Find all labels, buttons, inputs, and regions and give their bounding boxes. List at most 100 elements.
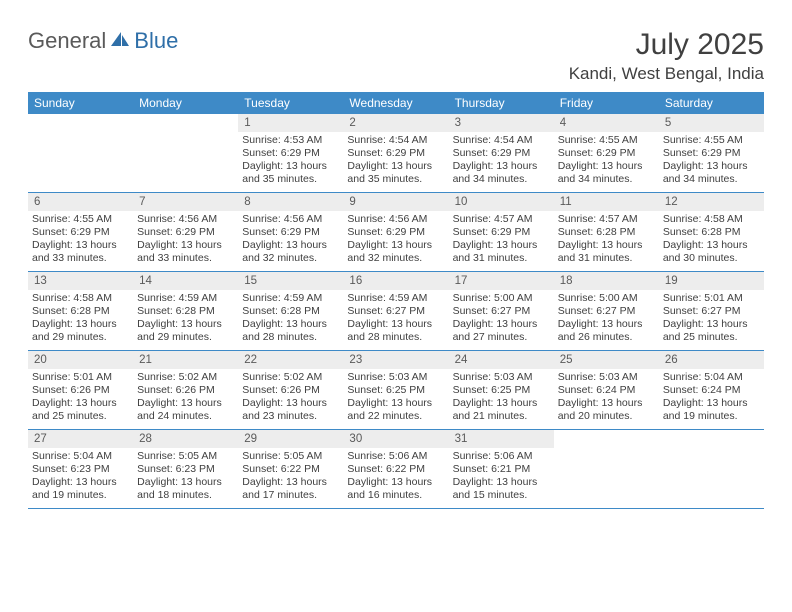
day-cell: 15Sunrise: 4:59 AMSunset: 6:28 PMDayligh… bbox=[238, 272, 343, 350]
week-row: 20Sunrise: 5:01 AMSunset: 6:26 PMDayligh… bbox=[28, 351, 764, 430]
day-header-friday: Friday bbox=[554, 92, 659, 114]
daylight-line: Daylight: 13 hours and 27 minutes. bbox=[453, 318, 550, 344]
day-body: Sunrise: 4:58 AMSunset: 6:28 PMDaylight:… bbox=[659, 211, 764, 270]
day-body: Sunrise: 5:04 AMSunset: 6:24 PMDaylight:… bbox=[659, 369, 764, 428]
daylight-line: Daylight: 13 hours and 16 minutes. bbox=[347, 476, 444, 502]
day-number: 9 bbox=[343, 193, 448, 211]
day-cell: 2Sunrise: 4:54 AMSunset: 6:29 PMDaylight… bbox=[343, 114, 448, 192]
day-number: 13 bbox=[28, 272, 133, 290]
sunrise-line: Sunrise: 5:03 AM bbox=[453, 371, 550, 384]
day-number: 10 bbox=[449, 193, 554, 211]
weeks-container: 1Sunrise: 4:53 AMSunset: 6:29 PMDaylight… bbox=[28, 114, 764, 509]
sunset-line: Sunset: 6:28 PM bbox=[242, 305, 339, 318]
sunrise-line: Sunrise: 5:00 AM bbox=[453, 292, 550, 305]
day-number: 15 bbox=[238, 272, 343, 290]
day-body: Sunrise: 5:01 AMSunset: 6:26 PMDaylight:… bbox=[28, 369, 133, 428]
day-number: 5 bbox=[659, 114, 764, 132]
day-body: Sunrise: 4:59 AMSunset: 6:28 PMDaylight:… bbox=[238, 290, 343, 349]
sunrise-line: Sunrise: 4:56 AM bbox=[137, 213, 234, 226]
daylight-line: Daylight: 13 hours and 26 minutes. bbox=[558, 318, 655, 344]
sunset-line: Sunset: 6:23 PM bbox=[32, 463, 129, 476]
sunrise-line: Sunrise: 4:58 AM bbox=[32, 292, 129, 305]
day-cell: 25Sunrise: 5:03 AMSunset: 6:24 PMDayligh… bbox=[554, 351, 659, 429]
sunset-line: Sunset: 6:29 PM bbox=[663, 147, 760, 160]
daylight-line: Daylight: 13 hours and 24 minutes. bbox=[137, 397, 234, 423]
sunrise-line: Sunrise: 5:03 AM bbox=[347, 371, 444, 384]
sunrise-line: Sunrise: 5:01 AM bbox=[32, 371, 129, 384]
daylight-line: Daylight: 13 hours and 28 minutes. bbox=[242, 318, 339, 344]
daylight-line: Daylight: 13 hours and 15 minutes. bbox=[453, 476, 550, 502]
sunrise-line: Sunrise: 4:57 AM bbox=[558, 213, 655, 226]
sunset-line: Sunset: 6:29 PM bbox=[242, 147, 339, 160]
day-cell: 21Sunrise: 5:02 AMSunset: 6:26 PMDayligh… bbox=[133, 351, 238, 429]
day-number: 19 bbox=[659, 272, 764, 290]
title-block: July 2025 Kandi, West Bengal, India bbox=[569, 28, 764, 84]
brand-text-general: General bbox=[28, 28, 106, 54]
day-number: 28 bbox=[133, 430, 238, 448]
daylight-line: Daylight: 13 hours and 25 minutes. bbox=[32, 397, 129, 423]
daylight-line: Daylight: 13 hours and 31 minutes. bbox=[453, 239, 550, 265]
day-cell: 24Sunrise: 5:03 AMSunset: 6:25 PMDayligh… bbox=[449, 351, 554, 429]
day-body: Sunrise: 4:56 AMSunset: 6:29 PMDaylight:… bbox=[133, 211, 238, 270]
day-number: 25 bbox=[554, 351, 659, 369]
day-number: 11 bbox=[554, 193, 659, 211]
day-number: 1 bbox=[238, 114, 343, 132]
sunrise-line: Sunrise: 5:06 AM bbox=[347, 450, 444, 463]
day-cell: 5Sunrise: 4:55 AMSunset: 6:29 PMDaylight… bbox=[659, 114, 764, 192]
day-cell: 19Sunrise: 5:01 AMSunset: 6:27 PMDayligh… bbox=[659, 272, 764, 350]
daylight-line: Daylight: 13 hours and 19 minutes. bbox=[663, 397, 760, 423]
sunset-line: Sunset: 6:24 PM bbox=[663, 384, 760, 397]
sunrise-line: Sunrise: 4:54 AM bbox=[347, 134, 444, 147]
daylight-line: Daylight: 13 hours and 25 minutes. bbox=[663, 318, 760, 344]
day-number: 23 bbox=[343, 351, 448, 369]
day-cell: 12Sunrise: 4:58 AMSunset: 6:28 PMDayligh… bbox=[659, 193, 764, 271]
day-number: 31 bbox=[449, 430, 554, 448]
daylight-line: Daylight: 13 hours and 32 minutes. bbox=[242, 239, 339, 265]
day-cell bbox=[28, 114, 133, 192]
daylight-line: Daylight: 13 hours and 33 minutes. bbox=[32, 239, 129, 265]
daylight-line: Daylight: 13 hours and 35 minutes. bbox=[347, 160, 444, 186]
sunset-line: Sunset: 6:22 PM bbox=[242, 463, 339, 476]
day-cell bbox=[554, 430, 659, 508]
daylight-line: Daylight: 13 hours and 22 minutes. bbox=[347, 397, 444, 423]
day-cell: 23Sunrise: 5:03 AMSunset: 6:25 PMDayligh… bbox=[343, 351, 448, 429]
day-body: Sunrise: 5:05 AMSunset: 6:23 PMDaylight:… bbox=[133, 448, 238, 507]
day-cell: 22Sunrise: 5:02 AMSunset: 6:26 PMDayligh… bbox=[238, 351, 343, 429]
day-cell bbox=[659, 430, 764, 508]
day-number: 24 bbox=[449, 351, 554, 369]
day-cell: 6Sunrise: 4:55 AMSunset: 6:29 PMDaylight… bbox=[28, 193, 133, 271]
sunset-line: Sunset: 6:28 PM bbox=[663, 226, 760, 239]
brand-sail-icon bbox=[109, 30, 131, 53]
daylight-line: Daylight: 13 hours and 34 minutes. bbox=[558, 160, 655, 186]
day-body: Sunrise: 5:03 AMSunset: 6:25 PMDaylight:… bbox=[343, 369, 448, 428]
day-number: 27 bbox=[28, 430, 133, 448]
day-body: Sunrise: 5:03 AMSunset: 6:24 PMDaylight:… bbox=[554, 369, 659, 428]
sunset-line: Sunset: 6:28 PM bbox=[32, 305, 129, 318]
day-body: Sunrise: 4:57 AMSunset: 6:28 PMDaylight:… bbox=[554, 211, 659, 270]
day-body: Sunrise: 5:00 AMSunset: 6:27 PMDaylight:… bbox=[554, 290, 659, 349]
sunset-line: Sunset: 6:27 PM bbox=[453, 305, 550, 318]
sunset-line: Sunset: 6:27 PM bbox=[558, 305, 655, 318]
sunrise-line: Sunrise: 5:05 AM bbox=[137, 450, 234, 463]
daylight-line: Daylight: 13 hours and 31 minutes. bbox=[558, 239, 655, 265]
day-body: Sunrise: 5:01 AMSunset: 6:27 PMDaylight:… bbox=[659, 290, 764, 349]
day-number: 8 bbox=[238, 193, 343, 211]
day-number: 14 bbox=[133, 272, 238, 290]
day-body: Sunrise: 5:06 AMSunset: 6:22 PMDaylight:… bbox=[343, 448, 448, 507]
daylight-line: Daylight: 13 hours and 21 minutes. bbox=[453, 397, 550, 423]
sunset-line: Sunset: 6:29 PM bbox=[453, 226, 550, 239]
day-body: Sunrise: 5:00 AMSunset: 6:27 PMDaylight:… bbox=[449, 290, 554, 349]
sunrise-line: Sunrise: 4:56 AM bbox=[347, 213, 444, 226]
daylight-line: Daylight: 13 hours and 28 minutes. bbox=[347, 318, 444, 344]
day-body: Sunrise: 5:05 AMSunset: 6:22 PMDaylight:… bbox=[238, 448, 343, 507]
day-cell: 10Sunrise: 4:57 AMSunset: 6:29 PMDayligh… bbox=[449, 193, 554, 271]
day-number: 7 bbox=[133, 193, 238, 211]
day-number: 29 bbox=[238, 430, 343, 448]
week-row: 13Sunrise: 4:58 AMSunset: 6:28 PMDayligh… bbox=[28, 272, 764, 351]
day-cell: 9Sunrise: 4:56 AMSunset: 6:29 PMDaylight… bbox=[343, 193, 448, 271]
sunrise-line: Sunrise: 5:01 AM bbox=[663, 292, 760, 305]
daylight-line: Daylight: 13 hours and 30 minutes. bbox=[663, 239, 760, 265]
day-number: 16 bbox=[343, 272, 448, 290]
sunset-line: Sunset: 6:29 PM bbox=[347, 226, 444, 239]
sunset-line: Sunset: 6:29 PM bbox=[453, 147, 550, 160]
